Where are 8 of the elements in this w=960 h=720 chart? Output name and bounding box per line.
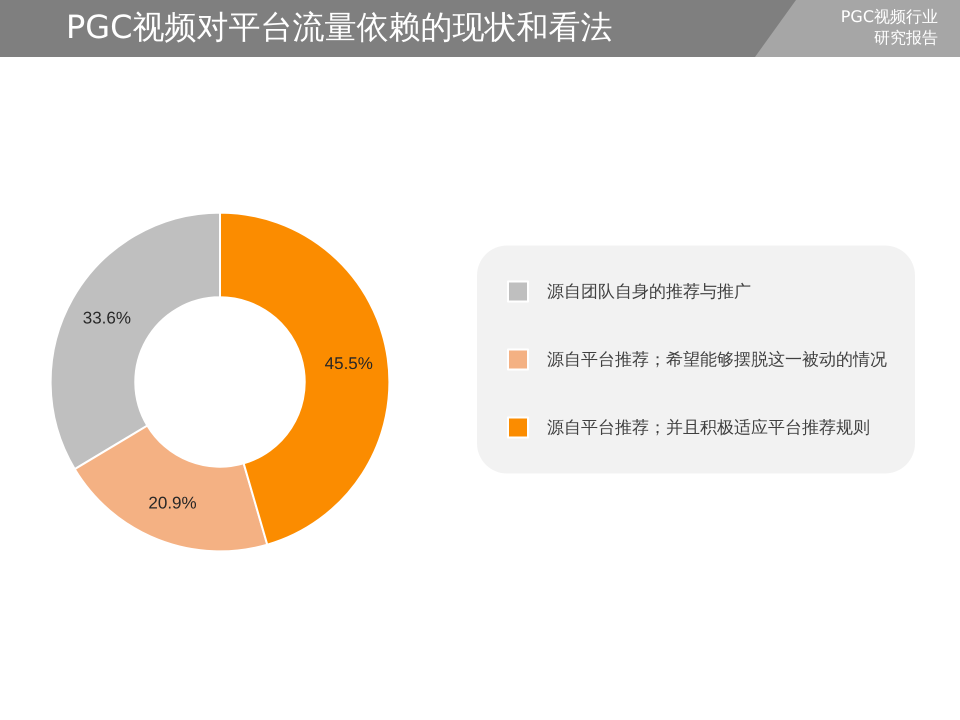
legend-label: 源自平台推荐；希望能够摆脱这一被动的情况 [547, 350, 887, 369]
data-label: 45.5% [324, 354, 373, 374]
legend-label: 源自平台推荐；并且积极适应平台推荐规则 [547, 418, 870, 437]
chart-title: PGC视频对平台流量依赖的现状和看法 [66, 7, 612, 48]
chart-subtitle: PGC视频行业研究报告 [840, 6, 938, 48]
data-label: 20.9% [148, 494, 197, 513]
data-label: 33.6% [82, 308, 131, 328]
legend-label: 源自团队自身的推荐与推广 [547, 282, 751, 301]
